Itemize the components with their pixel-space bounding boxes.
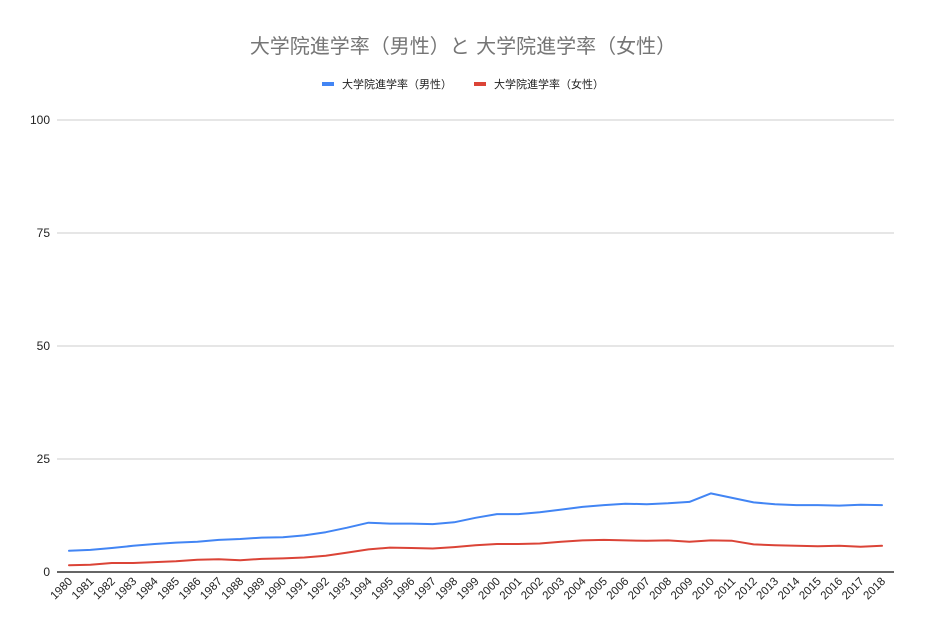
y-tick-label: 25	[37, 452, 51, 466]
x-tick-label: 1990	[262, 576, 289, 603]
x-tick-label: 1988	[220, 576, 247, 603]
x-tick-label: 2002	[519, 576, 546, 603]
x-tick-label: 1994	[348, 575, 375, 602]
x-tick-label: 2008	[648, 576, 675, 603]
x-tick-label: 1982	[91, 576, 118, 603]
x-tick-label: 2014	[776, 575, 803, 602]
x-tick-label: 2012	[733, 576, 760, 603]
series-line-female[interactable]	[68, 538, 883, 567]
y-tick-label: 75	[37, 226, 51, 240]
chart-title: 大学院進学率（男性）と 大学院進学率（女性）	[249, 34, 677, 58]
x-tick-label: 2011	[712, 576, 738, 602]
x-tick-label: 1995	[369, 576, 396, 603]
x-tick-label: 1997	[412, 576, 439, 603]
legend-label-female: 大学院進学率（女性）	[494, 78, 604, 91]
x-tick-label: 1998	[434, 576, 461, 603]
x-tick-label: 2016	[819, 576, 846, 603]
x-tick-label: 1991	[284, 576, 311, 603]
x-tick-label: 1993	[327, 576, 354, 603]
x-tick-label: 2000	[476, 576, 503, 603]
x-tick-label: 2010	[690, 576, 717, 603]
x-tick-label: 1987	[198, 576, 225, 603]
x-tick-label: 1981	[70, 576, 97, 603]
x-tick-label: 1983	[113, 576, 140, 603]
y-tick-label: 100	[30, 113, 50, 127]
y-tick-label: 50	[37, 339, 51, 353]
x-tick-label: 1999	[455, 576, 482, 603]
x-tick-label: 2015	[797, 576, 824, 603]
x-tick-label: 1985	[156, 576, 183, 603]
y-tick-label: 0	[43, 565, 50, 579]
x-tick-label: 1984	[134, 575, 161, 602]
x-tick-label: 1989	[241, 576, 268, 603]
x-tick-label: 2013	[755, 576, 782, 603]
legend-label-male: 大学院進学率（男性）	[342, 78, 452, 91]
x-tick-label: 2003	[541, 576, 568, 603]
x-tick-label: 2017	[840, 576, 867, 603]
legend-item-female[interactable]: 大学院進学率（女性）	[474, 76, 604, 92]
x-tick-label: 2007	[626, 576, 653, 603]
x-tick-label: 2001	[498, 576, 525, 603]
legend-swatch-female-icon	[474, 82, 486, 86]
x-tick-label: 1996	[391, 576, 418, 603]
x-tick-label: 1986	[177, 576, 204, 603]
x-tick-label: 2009	[669, 576, 696, 603]
legend-swatch-male-icon	[322, 82, 334, 86]
series-line-male[interactable]	[68, 492, 883, 552]
x-tick-label: 2018	[862, 576, 889, 603]
x-tick-label: 2005	[583, 576, 610, 603]
x-tick-label: 2006	[605, 576, 632, 603]
chart-legend: 大学院進学率（男性） 大学院進学率（女性）	[0, 76, 926, 92]
x-tick-label: 1980	[49, 576, 76, 603]
x-tick-label: 2004	[562, 575, 589, 602]
legend-item-male[interactable]: 大学院進学率（男性）	[322, 76, 452, 92]
x-tick-label: 1992	[305, 576, 332, 603]
